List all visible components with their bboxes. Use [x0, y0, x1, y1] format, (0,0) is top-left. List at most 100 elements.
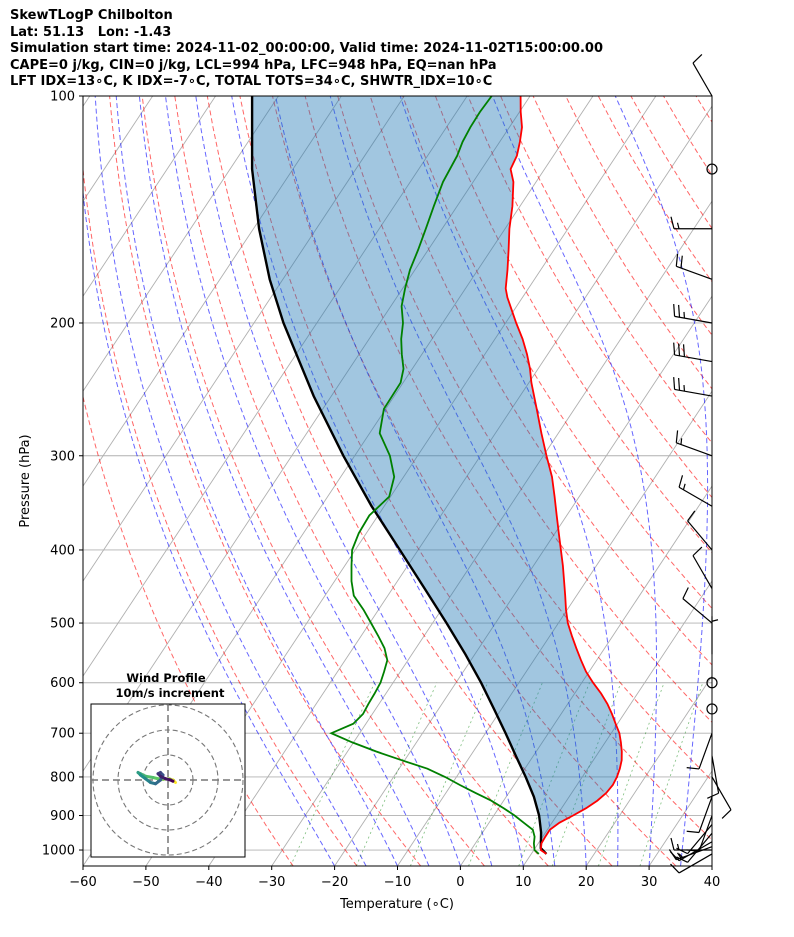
wind-barb: [711, 776, 732, 819]
isotherm-line: [711, 865, 712, 866]
mixing-ratio-line: [355, 682, 438, 866]
isotherm-line: [585, 675, 712, 866]
wind-barb: [676, 824, 713, 855]
isotherm-line: [334, 295, 712, 866]
barb-shaft: [687, 824, 713, 854]
dry-adiabat-line: [369, 96, 712, 666]
barb-flag: [678, 475, 684, 488]
dry-adiabat-line: [141, 96, 485, 866]
wind-barb: [682, 587, 713, 624]
moist-adiabat-line: [94, 96, 367, 866]
mixing-ratio-line: [290, 682, 375, 866]
y-tick-label: 600: [50, 676, 75, 691]
wind-barb: [678, 475, 713, 507]
x-tick-label: −10: [384, 875, 411, 890]
barb-flag: [686, 830, 700, 834]
moist-adiabat-line: [83, 187, 336, 866]
moist-adiabat-line: [115, 96, 398, 866]
barb-shaft: [698, 733, 713, 770]
header-cape-line: CAPE=0 j/kg, CIN=0 j/kg, LCL=994 hPa, LF…: [10, 57, 497, 73]
barb-flag: [673, 342, 676, 355]
wind-barb: [686, 815, 713, 852]
y-axis-label: Pressure (hPa): [18, 434, 33, 527]
barb-shaft: [682, 598, 713, 624]
header-indices-line: LFT IDX=13∘C, K IDX=-7∘C, TOTAL TOTS=34∘…: [10, 74, 493, 89]
barb-shaft: [676, 265, 713, 280]
x-tick-label: 30: [641, 875, 658, 890]
barb-flag: [692, 546, 703, 557]
dry-adiabat-line: [467, 96, 712, 499]
wind-barb: [711, 616, 719, 655]
dry-adiabat-line: [83, 394, 294, 866]
barb-half-flag: [677, 852, 682, 859]
x-tick-label: −20: [321, 875, 348, 890]
wind-barb: [673, 377, 713, 397]
y-tick-label: 1000: [42, 844, 75, 859]
barb-shaft: [676, 442, 713, 457]
x-tick-label: −60: [69, 875, 96, 890]
barb-half-flag: [676, 222, 680, 229]
dry-adiabat-line: [239, 96, 677, 866]
x-tick-label: 0: [456, 875, 464, 890]
moist-adiabat-line: [614, 96, 709, 866]
barb-flag: [692, 54, 703, 64]
barb-shaft: [678, 853, 713, 874]
axis-layer: −60 −50 −40 −30 −20 −10 0 10 20 30 40 1000 900 800 700…: [42, 90, 720, 891]
barb-flag: [673, 304, 676, 317]
isotherm-line: [83, 96, 405, 582]
wind-barb: [692, 54, 713, 97]
barb-flag: [675, 253, 679, 267]
barb-flag: [686, 767, 700, 770]
hodograph-plot: [91, 704, 245, 857]
barb-flag: [670, 216, 675, 229]
cin-shading-area: [252, 96, 622, 854]
isotherm-line: [522, 580, 712, 866]
adiabat-layer: [83, 96, 712, 866]
header-times: Simulation start time: 2024-11-02_00:00:…: [10, 41, 603, 56]
wind-barb: [707, 755, 720, 799]
barb-flag: [686, 849, 700, 852]
barb-flag: [673, 377, 676, 390]
y-tick-label: 200: [50, 316, 75, 331]
profile-layer: [250, 96, 623, 855]
dry-adiabat-line: [206, 96, 613, 866]
barb-shaft: [698, 796, 713, 833]
wind-barb-layer: [668, 54, 732, 874]
y-tick-label: 100: [50, 90, 75, 105]
barb-half-flag: [682, 483, 686, 490]
mixing-ratio-line: [639, 682, 704, 866]
dry-adiabat-line: [337, 96, 712, 723]
x-tick-label: −50: [132, 875, 159, 890]
dewpoint-line: [329, 96, 540, 855]
y-tick-label: 300: [50, 449, 75, 464]
isotherm-line: [83, 96, 279, 392]
isotherm-line: [648, 770, 712, 866]
barb-flag: [670, 837, 675, 851]
barb-flag: [676, 856, 688, 863]
barb-flag: [670, 851, 680, 862]
dry-adiabat-line: [83, 164, 358, 866]
barb-flag: [682, 587, 689, 599]
mixing-ratio-line: [598, 682, 665, 866]
barb-shaft: [674, 315, 713, 324]
moist-adiabat-line: [138, 96, 430, 866]
mixing-ratio-line: [410, 682, 489, 866]
barb-shaft: [692, 62, 713, 97]
wind-barb: [673, 304, 713, 324]
mixing-ratio-line: [518, 682, 590, 866]
barb-flag: [682, 344, 686, 357]
chart-header: SkewTLogP Chilbolton Lat: 51.13 Lon: -1.…: [10, 8, 603, 91]
barb-flag: [687, 510, 696, 522]
isotherm-line: [271, 200, 712, 866]
moist-adiabat-line: [195, 96, 493, 866]
wind-barb: [675, 253, 713, 280]
dry-adiabat-line: [304, 96, 712, 782]
temperature-line: [504, 96, 623, 855]
mixing-ratio-line: [551, 682, 622, 866]
dry-adiabat-line: [695, 96, 712, 123]
y-tick-label: 400: [50, 543, 75, 558]
y-tick-label: 900: [50, 809, 75, 824]
header-title: SkewTLogP Chilbolton: [10, 8, 173, 23]
